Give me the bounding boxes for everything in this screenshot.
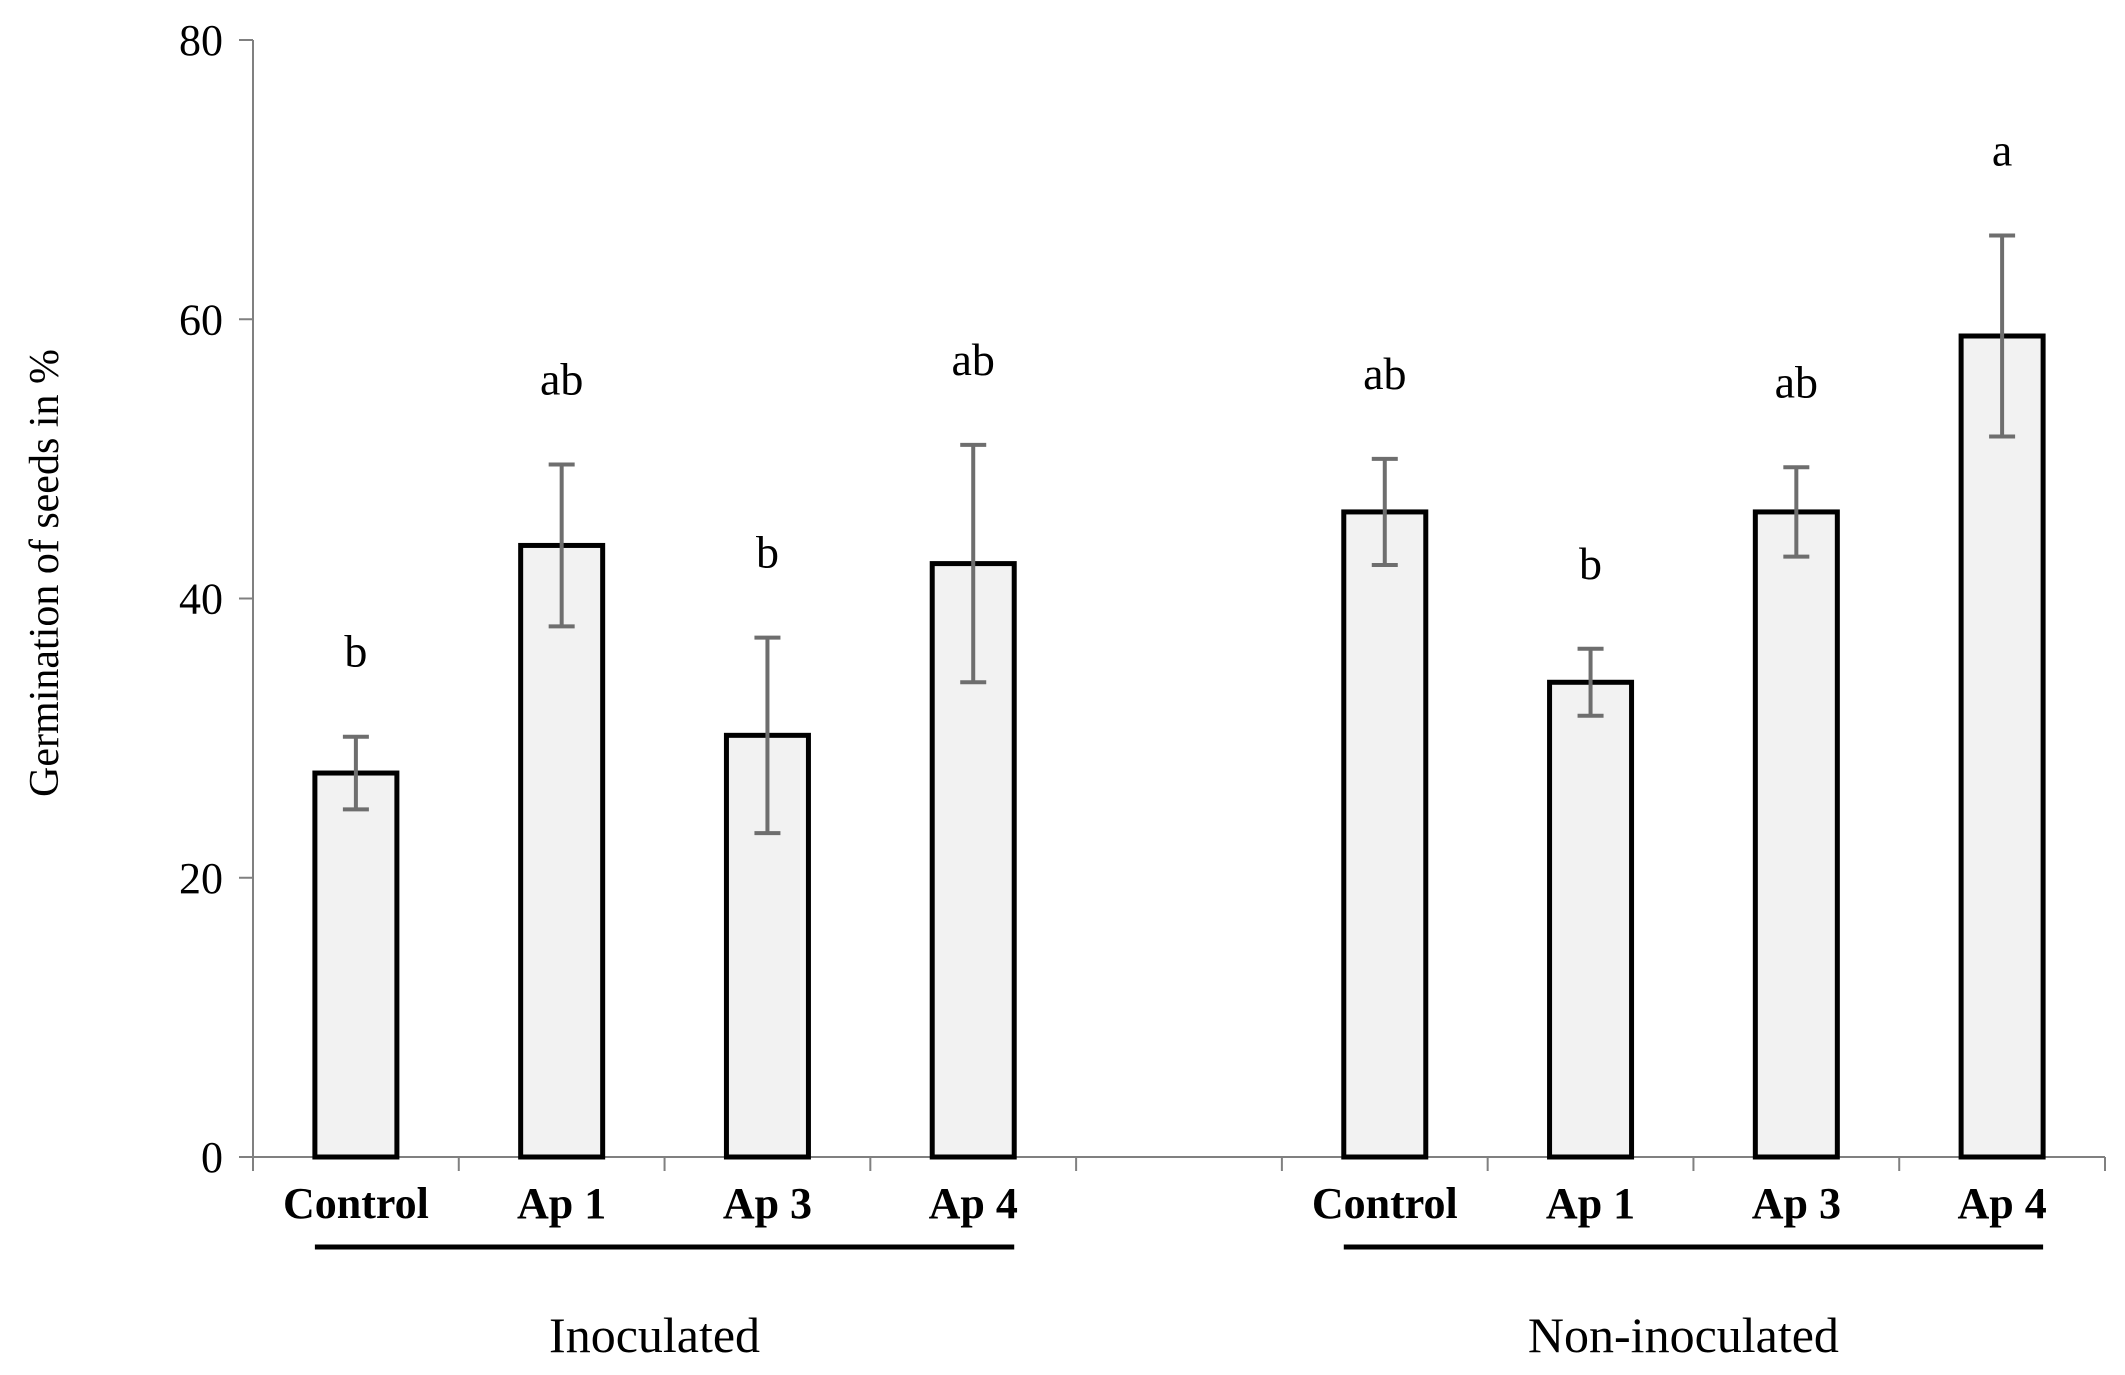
significance-label: a <box>1992 124 2012 175</box>
y-tick-label: 80 <box>179 16 223 65</box>
bar <box>312 770 400 1160</box>
category-label: Ap 1 <box>1546 1179 1635 1228</box>
bar <box>1547 679 1635 1160</box>
bars <box>312 233 2046 1160</box>
group-label: Non-inoculated <box>1528 1307 1839 1363</box>
bar <box>1958 333 2046 1160</box>
y-tick-label: 0 <box>201 1133 223 1182</box>
bar <box>1752 509 1840 1160</box>
category-label: Ap 4 <box>1957 1179 2046 1228</box>
x-ticks <box>252 1157 2106 1171</box>
category-label: Control <box>283 1179 429 1228</box>
group-label: Inoculated <box>549 1307 760 1363</box>
category-label: Control <box>1312 1179 1458 1228</box>
category-label: Ap 1 <box>517 1179 606 1228</box>
significance-label: b <box>1579 538 1602 589</box>
significance-label: ab <box>1363 348 1406 399</box>
category-label: Ap 3 <box>1752 1179 1841 1228</box>
bar <box>518 542 606 1160</box>
y-tick-label: 20 <box>179 854 223 903</box>
significance-label: ab <box>1775 356 1818 407</box>
y-tick-label: 40 <box>179 575 223 624</box>
y-ticks: 0 20 40 60 80 <box>179 16 253 1182</box>
significance-label: ab <box>540 353 583 404</box>
significance-label: b <box>344 626 367 677</box>
category-label: Ap 4 <box>929 1179 1018 1228</box>
significance-label: ab <box>952 334 995 385</box>
significance-label: b <box>756 527 779 578</box>
y-tick-label: 60 <box>179 295 223 344</box>
category-label: Ap 3 <box>723 1179 812 1228</box>
y-axis-label: Germination of seeds in % <box>22 349 68 797</box>
bar <box>1341 509 1429 1160</box>
